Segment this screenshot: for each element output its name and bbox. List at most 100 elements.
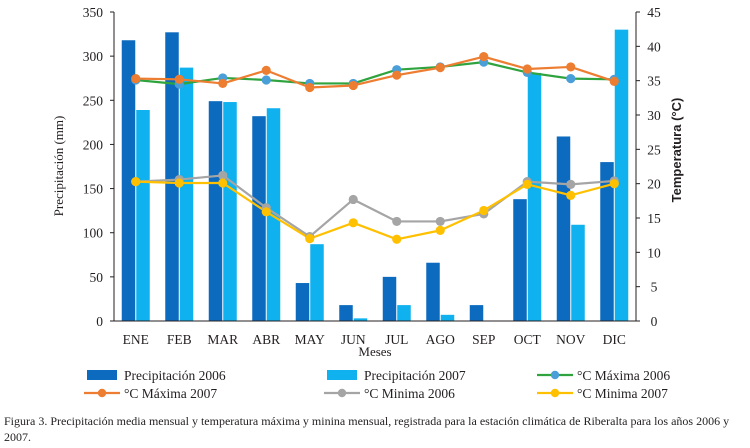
- bar-precipitacion-2006-ago: [426, 262, 440, 321]
- point-c-maxima-2007-sep: [479, 52, 489, 62]
- legend-swatch-precipitacion-2006: [87, 370, 117, 380]
- point-c-maxima-2006-nov: [566, 74, 576, 84]
- bar-precipitacion-2007-abr: [266, 108, 281, 321]
- bar-precipitacion-2006-ene: [121, 40, 136, 321]
- category-label-ago: AGO: [426, 332, 455, 347]
- category-label-jul: JUL: [385, 332, 408, 347]
- left-tick-label: 250: [83, 93, 104, 108]
- line-c-minima-2006: [135, 174, 615, 238]
- left-tick-labels: 0 50 100 150 200 250 300 350: [83, 5, 114, 329]
- point-c-minima-2007-jun: [348, 218, 358, 228]
- y-axis-title-right: Temperatura (°C): [669, 98, 684, 203]
- left-tick-label: 0: [96, 314, 103, 329]
- legend-label-c-minima-2006: °C Minima 2006: [364, 386, 455, 401]
- point-c-minima-2006-jul: [392, 216, 402, 227]
- right-tick-label: 10: [647, 245, 661, 260]
- point-c-maxima-2007-jul: [392, 70, 402, 80]
- bar-precipitacion-2006-feb: [165, 32, 179, 321]
- right-tick-label: 20: [647, 177, 661, 192]
- x-axis-title: Meses: [358, 344, 391, 359]
- point-c-minima-2007-sep: [479, 205, 489, 216]
- bar-precipitacion-2006-may: [295, 283, 310, 321]
- bar-precipitacion-2007-dic: [614, 29, 629, 322]
- right-tick-label: 35: [647, 74, 661, 89]
- bar-precipitacion-2007-feb: [179, 67, 194, 322]
- point-c-minima-2007-nov: [566, 190, 576, 200]
- line-c-maxima-2007: [135, 55, 615, 89]
- legend-marker-c-maxima-2007: [97, 388, 107, 398]
- point-c-minima-2007-ago: [435, 225, 445, 235]
- point-c-maxima-2007-oct: [522, 64, 532, 74]
- legend-marker-c-maxima-2006: [550, 370, 560, 380]
- legend-marker-c-minima-2006: [337, 388, 347, 398]
- point-c-maxima-2007-dic: [609, 76, 619, 86]
- point-c-minima-2007-oct: [522, 179, 532, 189]
- right-tick-label: 15: [647, 211, 661, 226]
- point-c-minima-2007-jul: [392, 234, 402, 244]
- left-tick-label: 100: [83, 226, 104, 241]
- category-label-sep: SEP: [472, 332, 495, 347]
- point-c-minima-2007-dic: [609, 179, 619, 189]
- right-tick-labels: 0 5 10 15 20 25 30 35 40 45: [636, 5, 661, 329]
- point-c-minima-2007-feb: [174, 178, 184, 188]
- point-c-minima-2006-ago: [435, 216, 445, 227]
- left-tick-label: 200: [83, 137, 104, 152]
- bar-precipitacion-2006-jun: [339, 305, 353, 321]
- y-axis-title-left: Precipitación (mm): [51, 116, 66, 217]
- right-tick-label: 5: [651, 280, 658, 295]
- bar-precipitacion-2007-mar: [223, 102, 237, 322]
- point-c-maxima-2007-abr: [261, 65, 271, 75]
- bar-precipitacion-2006-nov: [556, 136, 571, 321]
- right-tick-label: 45: [647, 5, 661, 20]
- category-label-dic: DIC: [603, 332, 626, 347]
- point-c-minima-2006-mar: [218, 170, 228, 181]
- point-c-minima-2007-ene: [131, 177, 141, 187]
- bar-precipitacion-2006-abr: [252, 116, 266, 321]
- bar-precipitacion-2006-mar: [208, 101, 223, 321]
- point-c-maxima-2007-mar: [218, 78, 228, 89]
- bar-precipitacion-2007-jun: [353, 318, 368, 321]
- category-label-oct: OCT: [514, 332, 542, 347]
- legend-label-precipitacion-2006: Precipitación 2006: [124, 368, 226, 383]
- point-c-maxima-2007-feb: [174, 74, 184, 84]
- bar-precipitacion-2007-ago: [440, 314, 455, 321]
- point-c-minima-2006-nov: [566, 179, 576, 189]
- legend: Precipitación 2006 Precipitación 2007 °C M…: [84, 368, 670, 401]
- legend-swatch-precipitacion-2007: [327, 370, 357, 380]
- bar-precipitacion-2006-dic: [600, 162, 614, 321]
- left-tick-label: 300: [83, 49, 104, 64]
- point-c-maxima-2007-ene: [131, 74, 141, 84]
- category-label-abr: ABR: [252, 332, 280, 347]
- bar-precipitacion-2006-jul: [382, 276, 397, 321]
- legend-label-c-maxima-2007: °C Máxima 2007: [124, 386, 217, 401]
- bar-layer: [121, 29, 629, 322]
- axes-layer: [113, 12, 637, 322]
- figure-caption: Figura 3. Precipitación media mensual y …: [4, 414, 730, 444]
- category-tick-labels: ENE FEB MAR ABR MAY JUN JUL AGO SEP OCT NOV DIC: [123, 332, 626, 347]
- combo-chart: 0 50 100 150 200 250 300 350 0 5 10 15 20 25 30 35 40 45…: [51, 5, 684, 401]
- category-label-feb: FEB: [167, 332, 192, 347]
- legend-label-c-maxima-2006: °C Máxima 2006: [577, 368, 670, 383]
- left-tick-label: 50: [90, 270, 104, 285]
- category-label-nov: NOV: [556, 332, 585, 347]
- bar-precipitacion-2007-oct: [527, 72, 542, 321]
- bar-precipitacion-2007-may: [310, 244, 324, 321]
- category-label-ene: ENE: [123, 332, 149, 347]
- right-tick-label: 0: [651, 314, 658, 329]
- category-label-jun: JUN: [341, 332, 366, 347]
- right-tick-label: 40: [647, 39, 661, 54]
- right-tick-label: 30: [647, 108, 661, 123]
- line-layer: [131, 52, 619, 244]
- legend-marker-c-minima-2007: [550, 388, 560, 398]
- category-label-may: MAY: [295, 332, 326, 347]
- point-c-minima-2006-jun: [348, 194, 358, 205]
- bar-precipitacion-2007-nov: [571, 224, 585, 321]
- point-c-maxima-2006-abr: [261, 75, 271, 85]
- point-c-minima-2007-may: [305, 234, 315, 244]
- point-c-maxima-2007-nov: [566, 62, 576, 72]
- point-c-minima-2007-mar: [218, 178, 228, 188]
- bar-precipitacion-2007-jul: [397, 305, 411, 321]
- legend-label-c-minima-2007: °C Minima 2007: [577, 386, 668, 401]
- bar-precipitacion-2007-ene: [136, 109, 150, 321]
- point-c-maxima-2007-jun: [348, 80, 358, 91]
